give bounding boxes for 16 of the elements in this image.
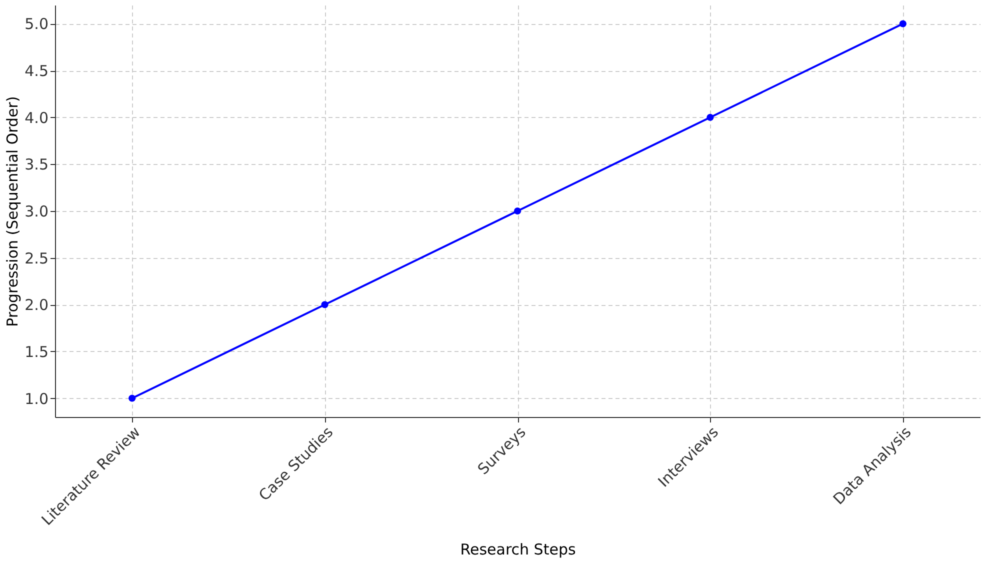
y-tick-label: 3.5 xyxy=(24,156,48,174)
y-tick-label: 1.0 xyxy=(24,390,48,408)
y-tick-label: 5.0 xyxy=(24,15,48,34)
point xyxy=(321,301,328,308)
x-axis-title: Research Steps xyxy=(460,540,576,558)
y-tick-label: 2.0 xyxy=(24,296,48,314)
y-axis-title: Progression (Sequential Order) xyxy=(4,96,22,327)
y-tick-label: 4.5 xyxy=(24,62,48,80)
point xyxy=(514,207,522,215)
y-tick-label: 4.0 xyxy=(24,108,48,127)
point xyxy=(128,394,136,402)
y-tick-label: 1.5 xyxy=(24,342,48,361)
y-tick-label: 2.5 xyxy=(24,249,48,268)
point xyxy=(899,20,906,28)
point xyxy=(706,114,714,121)
y-tick-label: 3.0 xyxy=(24,202,48,220)
